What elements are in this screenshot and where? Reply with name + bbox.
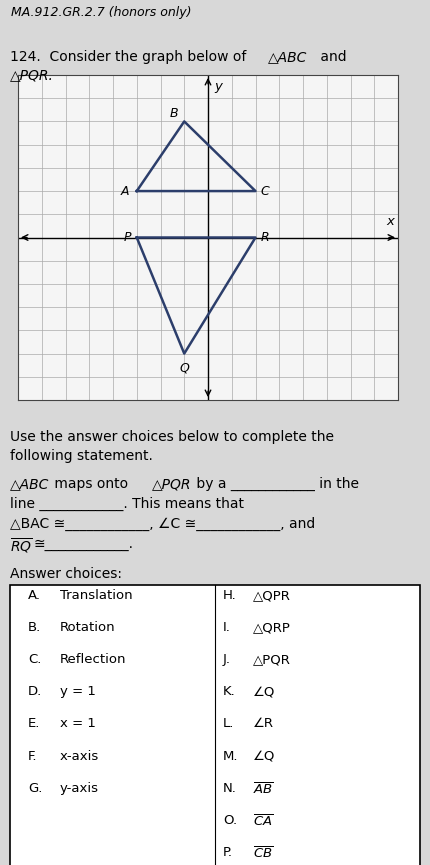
- Text: B.: B.: [28, 621, 41, 634]
- Text: Use the answer choices below to complete the: Use the answer choices below to complete…: [10, 430, 334, 444]
- Text: Reflection: Reflection: [60, 653, 126, 666]
- Text: A.: A.: [28, 589, 41, 602]
- Text: △ABC: △ABC: [268, 50, 307, 64]
- Text: x: x: [387, 215, 394, 228]
- Text: y-axis: y-axis: [60, 782, 99, 795]
- Text: $\overline{CB}$: $\overline{CB}$: [253, 846, 273, 862]
- Text: ∠R: ∠R: [253, 717, 274, 730]
- Text: A: A: [121, 184, 129, 197]
- Text: 124.  Consider the graph below of: 124. Consider the graph below of: [10, 50, 251, 64]
- Text: △QPR: △QPR: [253, 589, 291, 602]
- Text: and: and: [316, 50, 347, 64]
- Text: D.: D.: [28, 685, 42, 698]
- Text: C: C: [260, 184, 269, 197]
- Text: y: y: [214, 80, 222, 93]
- Text: C.: C.: [28, 653, 41, 666]
- Text: P: P: [123, 231, 131, 244]
- Text: ∠Q: ∠Q: [253, 685, 275, 698]
- Text: y = 1: y = 1: [60, 685, 96, 698]
- Text: maps onto: maps onto: [50, 477, 132, 491]
- Text: Translation: Translation: [60, 589, 132, 602]
- Text: $\overline{CA}$: $\overline{CA}$: [253, 814, 273, 830]
- Text: $\overline{AB}$: $\overline{AB}$: [253, 782, 274, 797]
- Text: by a ____________ in the: by a ____________ in the: [192, 477, 359, 491]
- Text: B: B: [170, 107, 178, 120]
- Text: ∠Q: ∠Q: [253, 750, 275, 763]
- Text: P.: P.: [223, 846, 233, 859]
- Text: △PQR.: △PQR.: [10, 68, 54, 82]
- Bar: [10, 585, 420, 865]
- Text: M.: M.: [223, 750, 239, 763]
- Text: Rotation: Rotation: [60, 621, 116, 634]
- Text: △BAC ≅____________, ∠C ≅____________, and: △BAC ≅____________, ∠C ≅____________, an…: [10, 517, 315, 531]
- Text: E.: E.: [28, 717, 40, 730]
- Text: K.: K.: [223, 685, 236, 698]
- Text: ≅____________.: ≅____________.: [34, 537, 134, 551]
- Text: F.: F.: [28, 750, 37, 763]
- Text: G.: G.: [28, 782, 43, 795]
- Text: N.: N.: [223, 782, 237, 795]
- Text: $\overline{RQ}$: $\overline{RQ}$: [10, 537, 33, 556]
- Text: H.: H.: [223, 589, 237, 602]
- Text: Answer choices:: Answer choices:: [10, 567, 122, 581]
- Text: △ABC: △ABC: [10, 477, 49, 491]
- Text: x = 1: x = 1: [60, 717, 96, 730]
- Text: MA.912.GR.2.7 (honors only): MA.912.GR.2.7 (honors only): [11, 5, 191, 19]
- Text: △QRP: △QRP: [253, 621, 291, 634]
- Text: following statement.: following statement.: [10, 449, 153, 463]
- Text: I.: I.: [223, 621, 231, 634]
- Text: △PQR: △PQR: [152, 477, 191, 491]
- Text: J.: J.: [223, 653, 231, 666]
- Text: △PQR: △PQR: [253, 653, 291, 666]
- Text: Q: Q: [179, 362, 189, 375]
- Text: O.: O.: [223, 814, 237, 827]
- Text: L.: L.: [223, 717, 234, 730]
- Text: x-axis: x-axis: [60, 750, 99, 763]
- Text: R: R: [260, 231, 269, 244]
- Text: line ____________. This means that: line ____________. This means that: [10, 497, 244, 511]
